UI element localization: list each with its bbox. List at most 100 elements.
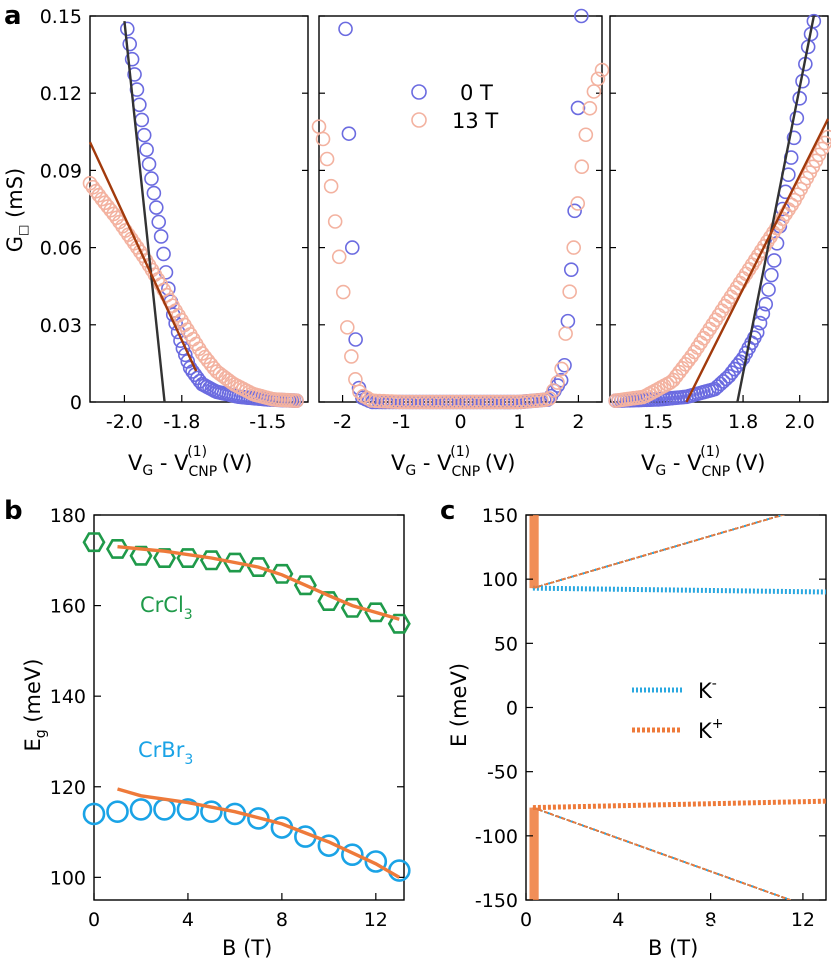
marker-13T-34 bbox=[183, 327, 198, 342]
marker-13T-70 bbox=[594, 62, 610, 78]
c-ytick-label-4: 50 bbox=[494, 633, 518, 655]
b-ylabel-text: Eg (meV) bbox=[21, 659, 49, 752]
marker-13T-61 bbox=[558, 326, 573, 341]
marker-0T-1 bbox=[341, 126, 357, 141]
marker-13T-4 bbox=[327, 214, 343, 229]
marker-0T-2 bbox=[124, 51, 140, 67]
chart-b: 100 120 140 160 180 0 4 8 12 CrCl3 CrBr3 bbox=[50, 505, 411, 931]
marker-13T-47 bbox=[501, 394, 517, 410]
marker-13T-33 bbox=[445, 394, 460, 410]
marker-0T-68 bbox=[567, 203, 582, 219]
xtick-label-1: 1.8 bbox=[728, 411, 758, 433]
crcl3-marker-13 bbox=[387, 613, 411, 634]
c-data bbox=[529, 515, 827, 900]
ytick-label-0: 0 bbox=[70, 392, 82, 414]
marker-0T-66 bbox=[560, 313, 576, 329]
marker-13T-65 bbox=[574, 159, 590, 175]
marker-13T-46 bbox=[497, 394, 513, 410]
marker-13T-36 bbox=[457, 394, 472, 410]
c-xlabel: B (T) bbox=[648, 936, 698, 960]
c-xtick-label-2: 8 bbox=[705, 909, 717, 931]
marker-13T-45 bbox=[493, 394, 509, 410]
a1-ticks: 0 0.03 0.06 0.09 0.12 0.15 -2.0 -1.8 -1.5 bbox=[40, 6, 308, 433]
crbr3-marker-2 bbox=[129, 798, 153, 821]
a2-frame bbox=[318, 15, 603, 403]
marker-0T-54 bbox=[761, 282, 776, 297]
c-ytick-label-2: -50 bbox=[487, 762, 518, 784]
marker-13T-34 bbox=[449, 394, 464, 410]
b-xlabel: B (T) bbox=[222, 936, 272, 960]
crbr3-marker-5 bbox=[200, 800, 223, 823]
b-xtick-label-3: 12 bbox=[364, 909, 388, 931]
ytick-label-3: 0.09 bbox=[40, 160, 82, 182]
legend-label-kplus: K+ bbox=[698, 716, 724, 743]
marker-13T-24 bbox=[408, 394, 424, 410]
marker-13T-43 bbox=[485, 394, 501, 410]
marker-13T-21 bbox=[396, 394, 412, 410]
marker-13T-32 bbox=[705, 317, 721, 332]
marker-13T-69 bbox=[590, 71, 606, 87]
marker-13T-35 bbox=[453, 394, 468, 410]
marker-13T-35 bbox=[185, 331, 201, 347]
a1-xlabel: VG - VCNP(1) (V) bbox=[128, 444, 253, 480]
marker-13T-29 bbox=[696, 330, 711, 346]
b-data bbox=[82, 532, 411, 882]
a2-xlabel: VG - VCNP(1) (V) bbox=[391, 444, 516, 480]
a3-data bbox=[608, 13, 831, 409]
marker-13T-57 bbox=[542, 391, 557, 406]
legend-label-kminus: K- bbox=[698, 676, 717, 703]
marker-0T-10 bbox=[144, 171, 159, 186]
marker-0T-65 bbox=[557, 357, 572, 373]
marker-0T-64 bbox=[553, 372, 569, 388]
marker-13T-35 bbox=[714, 303, 730, 318]
ytick-label-5: 0.15 bbox=[40, 6, 82, 28]
marker-13T-8 bbox=[344, 349, 359, 364]
c-xtick-label-0: 0 bbox=[520, 909, 532, 931]
marker-0T-55 bbox=[764, 267, 779, 283]
c-xtick-label-1: 4 bbox=[612, 909, 624, 931]
marker-13T-20 bbox=[392, 394, 408, 410]
marker-0T-70 bbox=[574, 8, 589, 24]
panel-label-c: c bbox=[440, 496, 455, 526]
marker-13T-22 bbox=[400, 394, 416, 410]
c-ytick-label-0: -150 bbox=[475, 890, 518, 912]
marker-0T-7 bbox=[136, 127, 152, 143]
watermark: 低维 昂维 bbox=[697, 921, 796, 943]
marker-13T-41 bbox=[477, 394, 493, 410]
b-xtick-label-2: 8 bbox=[276, 909, 288, 931]
xtick-label-2: -1.5 bbox=[249, 411, 286, 433]
fit-line-1 bbox=[685, 118, 830, 403]
c-ytick-label-5: 100 bbox=[482, 569, 518, 591]
xtick-label-2: 0 bbox=[454, 411, 466, 433]
crcl3-marker-6 bbox=[223, 552, 247, 573]
crcl3-marker-5 bbox=[199, 550, 223, 571]
marker-0T-65 bbox=[792, 91, 807, 106]
marker-13T-59 bbox=[550, 375, 565, 390]
c-legend: K- K+ bbox=[628, 676, 728, 743]
marker-13T-9 bbox=[348, 372, 363, 387]
b-annotation-crcl3: CrCl3 bbox=[140, 593, 193, 623]
xtick-label-4: 2 bbox=[572, 411, 584, 433]
marker-13T-66 bbox=[578, 127, 594, 143]
marker-0T-15 bbox=[156, 246, 171, 262]
a2-data bbox=[311, 8, 610, 410]
marker-13T-39 bbox=[469, 394, 484, 410]
xtick-label-0: -2 bbox=[333, 411, 352, 433]
marker-13T-7 bbox=[339, 320, 355, 335]
marker-13T-70 bbox=[820, 129, 831, 145]
b-frame bbox=[93, 514, 405, 901]
chart-a2: -2 -1 0 1 2 0 T 13 T bbox=[311, 8, 610, 433]
legend-marker-13T bbox=[411, 112, 427, 128]
marker-0T-67 bbox=[563, 262, 579, 277]
marker-0T-70 bbox=[806, 13, 822, 29]
marker-13T-28 bbox=[424, 394, 440, 410]
xtick-label-0: 1.5 bbox=[643, 411, 673, 433]
fit-line-1 bbox=[88, 141, 198, 372]
marker-13T-31 bbox=[702, 321, 717, 337]
crbr3-marker-7 bbox=[247, 807, 270, 830]
marker-13T-1 bbox=[315, 131, 331, 147]
marker-13T-15 bbox=[372, 393, 387, 409]
xtick-label-2: 2.0 bbox=[785, 411, 815, 433]
a3-frame bbox=[609, 15, 829, 403]
marker-13T-33 bbox=[180, 322, 195, 337]
